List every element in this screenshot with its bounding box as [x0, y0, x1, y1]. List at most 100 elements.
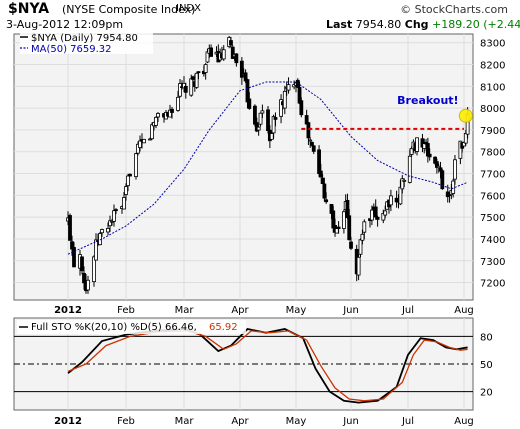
candle — [68, 213, 72, 241]
candle — [347, 208, 352, 241]
candle-body — [451, 180, 456, 194]
sto-tick-label: 20 — [480, 388, 493, 399]
candle — [311, 145, 316, 155]
candle — [247, 92, 252, 110]
sto-legend: Full STO %K(20,10) %D(5) 66.46, 65.92 — [17, 320, 246, 334]
price-tick-label: 7500 — [480, 213, 505, 224]
candle-body — [427, 153, 432, 158]
brand-watermark: © StockCharts.com — [400, 3, 508, 16]
candle-body — [234, 53, 239, 64]
price-tick-label: 7600 — [480, 191, 505, 202]
candle-body — [342, 211, 346, 229]
candle-body — [221, 49, 226, 60]
change-label: Chg — [404, 18, 429, 31]
candle-body — [356, 256, 361, 276]
sto-x-tick-label: Jul — [401, 416, 414, 427]
candle-body — [189, 78, 194, 96]
candle-body — [299, 100, 304, 116]
candle — [282, 85, 287, 115]
candle-body — [142, 139, 146, 144]
candle-body — [310, 141, 314, 146]
candle-body — [453, 159, 457, 180]
candle — [114, 208, 118, 215]
sto-tick-label: 50 — [480, 360, 493, 371]
price-tick-label: 7800 — [480, 148, 505, 159]
candle — [196, 71, 201, 80]
candle-body — [154, 116, 158, 126]
candle-body — [150, 124, 154, 140]
candle-body — [402, 179, 407, 182]
price-tick-label: 7700 — [480, 170, 505, 181]
price-x-tick-label: May — [286, 305, 307, 316]
last-value: 7954.80 — [355, 18, 402, 31]
price-tick-label: 8300 — [480, 39, 505, 50]
candle — [183, 82, 188, 99]
candle-body — [230, 46, 235, 59]
candle — [358, 238, 363, 258]
sto-legend-bg — [17, 320, 246, 334]
candle-body — [209, 47, 213, 57]
candle-body — [126, 175, 130, 187]
sto-x-tick-label: Apr — [231, 416, 249, 427]
breakout-annotation: Breakout! — [397, 94, 458, 107]
candle-body — [203, 64, 208, 73]
candle — [170, 106, 174, 119]
candle — [362, 219, 367, 240]
candle-body — [345, 199, 350, 218]
ma50-legend-label: MA(50) 7659.32 — [31, 44, 112, 55]
price-tick-label: 8100 — [480, 82, 505, 93]
sto-x-tick-label: May — [286, 416, 307, 427]
candle — [72, 242, 76, 268]
quote-readout: Last 7954.80 Chg +189.20 (+2.44%) — [326, 19, 520, 30]
index-name: (NYSE Composite Index) — [62, 3, 196, 16]
sto-k-legend-label: Full STO %K(20,10) %D(5) 66.46, — [31, 322, 197, 333]
timestamp: 3-Aug-2012 12:09pm — [6, 18, 124, 31]
sto-x-tick-label: Feb — [117, 416, 135, 427]
candle-body — [440, 170, 445, 190]
sto-d-legend-label: 65.92 — [209, 322, 238, 333]
price-panel-frame — [13, 33, 474, 301]
candle-body — [80, 256, 84, 272]
candle — [142, 138, 146, 144]
candle — [150, 122, 154, 140]
candle-body — [349, 241, 353, 249]
last-label: Last — [326, 18, 353, 31]
candle — [415, 137, 419, 156]
candle-body — [68, 215, 72, 241]
candle-body — [273, 117, 278, 120]
candle — [229, 36, 233, 49]
candle-body — [358, 239, 363, 255]
price-panel-layer: 7200 7300 7400 7500 7600 7700 7800 7900 8000 8100… — [13, 31, 505, 316]
candle-body — [253, 105, 257, 125]
candle-body — [112, 210, 116, 222]
candle-body — [322, 183, 327, 199]
price-tick-label: 7300 — [480, 257, 505, 268]
candle — [453, 155, 457, 185]
change-value: +189.20 (+2.44%) — [432, 18, 520, 31]
candle-body — [422, 143, 427, 149]
breakout-highlight-marker — [458, 108, 473, 123]
sto-tick-label: 80 — [480, 332, 493, 343]
candle-body — [360, 233, 365, 241]
candle-body — [229, 40, 233, 46]
price-tick-label: 7200 — [480, 279, 505, 290]
price-x-tick-label: 2012 — [54, 305, 82, 316]
candle — [258, 112, 263, 127]
candle-body — [324, 199, 329, 203]
candle-body — [260, 110, 265, 114]
candle-body — [256, 126, 261, 131]
candle-body — [100, 229, 104, 234]
candle — [203, 63, 208, 80]
candle — [134, 152, 138, 180]
candle — [375, 215, 380, 227]
candle-body — [269, 133, 274, 140]
ticker-symbol: $NYA — [8, 1, 50, 17]
candle — [286, 77, 291, 94]
candle — [356, 254, 361, 281]
candle — [100, 228, 104, 237]
candle-body — [148, 138, 152, 141]
candle-body — [369, 209, 374, 221]
candle — [324, 192, 329, 204]
candle-body — [320, 177, 325, 184]
candle-body — [318, 170, 323, 178]
